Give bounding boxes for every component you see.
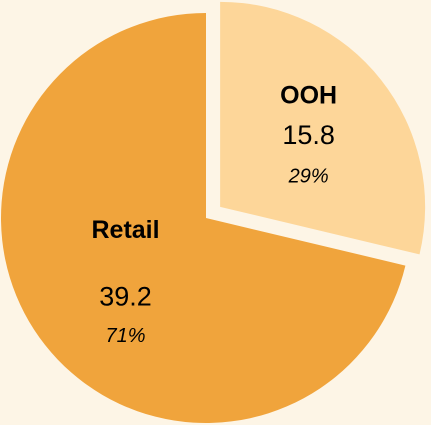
value-label: 15.8 [282, 120, 335, 150]
category-label: OOH [280, 82, 337, 110]
value-label: 39.2 [99, 282, 152, 312]
percent-label: 29% [288, 165, 329, 187]
category-label: Retail [92, 216, 160, 244]
pie-slice [220, 1, 426, 255]
pie-slice [1, 13, 406, 423]
percent-label: 71% [106, 325, 146, 347]
